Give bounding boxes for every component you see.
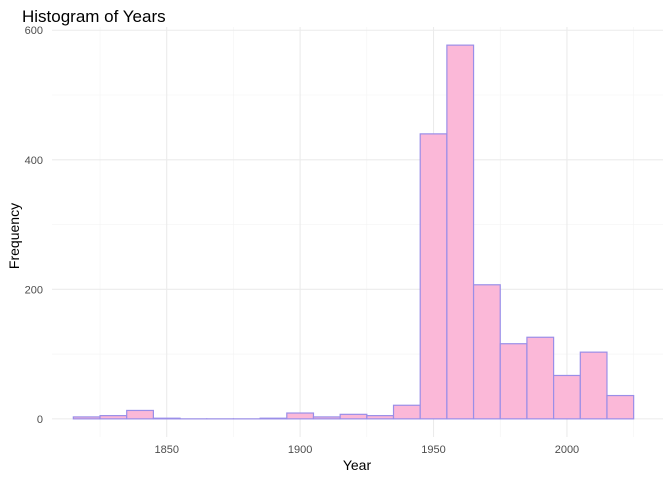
histogram-bar (446, 44, 475, 420)
x-tick-label: 1850 (154, 444, 178, 456)
histogram-bar (419, 133, 448, 420)
y-tick-label: 600 (25, 25, 43, 37)
histogram-bar (472, 284, 501, 420)
histogram-bar (499, 343, 528, 420)
minor-gridlines (52, 27, 663, 437)
histogram-bar (579, 351, 608, 420)
histogram-bar (339, 413, 368, 420)
x-axis-title: Year (343, 457, 372, 473)
y-tick-label: 0 (37, 414, 43, 426)
chart-title: Histogram of Years (22, 7, 166, 26)
histogram-bar (126, 409, 154, 420)
histogram-bar (312, 416, 341, 420)
histogram-bar (526, 336, 555, 420)
y-axis-ticks: 0 200 400 600 (25, 25, 43, 426)
histogram-bars (72, 44, 635, 420)
y-axis-title: Frequency (6, 203, 22, 269)
x-tick-label: 1950 (421, 444, 445, 456)
histogram-bar (259, 417, 288, 420)
histogram-bar (99, 415, 128, 420)
histogram-bar (366, 415, 395, 420)
histogram-bar (286, 412, 315, 420)
x-tick-label: 2000 (555, 444, 579, 456)
y-tick-label: 400 (25, 155, 43, 167)
histogram-bar (152, 417, 181, 420)
x-axis-ticks: 1850 1900 1950 2000 (154, 444, 579, 456)
histogram-bar (606, 394, 635, 420)
histogram-bar (553, 374, 581, 420)
y-tick-label: 200 (25, 284, 43, 296)
x-tick-label: 1900 (288, 444, 312, 456)
histogram-bar (72, 416, 101, 420)
histogram-bar (392, 404, 421, 420)
